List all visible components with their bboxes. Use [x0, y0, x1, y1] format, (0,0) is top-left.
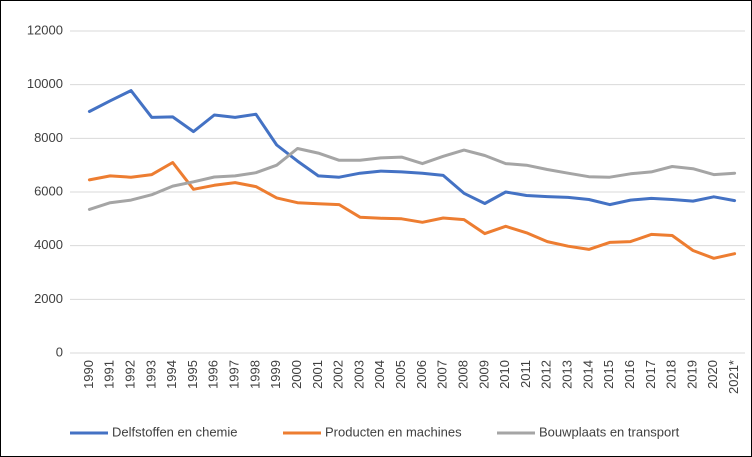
series-line: [87, 89, 737, 207]
y-tick-label: 8000: [34, 130, 63, 145]
x-tick-label: 1993: [143, 360, 158, 389]
x-tick-label: 2021*: [726, 360, 741, 394]
x-tick-label: 1995: [185, 360, 200, 389]
x-tick-label: 2006: [414, 360, 429, 389]
y-tick-label: 2000: [34, 291, 63, 306]
legend-label: Bouwplaats en transport: [539, 424, 680, 439]
x-tick-label: 1991: [102, 360, 117, 389]
legend-label: Delfstoffen en chemie: [112, 424, 238, 439]
x-tick-label: 1992: [122, 360, 137, 389]
x-tick-label: 2015: [601, 360, 616, 389]
x-tick-label: 1996: [206, 360, 221, 389]
x-tick-label: 2005: [393, 360, 408, 389]
x-tick-label: 2003: [351, 360, 366, 389]
x-tick-label: 2018: [664, 360, 679, 389]
x-tick-label: 2017: [643, 360, 658, 389]
x-tick-label: 2011: [518, 360, 533, 388]
x-tick-label: 1997: [227, 360, 242, 389]
x-tick-label: 1999: [268, 360, 283, 389]
x-tick-label: 2004: [372, 360, 387, 389]
y-tick-label: 12000: [27, 22, 63, 37]
x-tick-label: 2001: [310, 360, 325, 389]
y-tick-label: 0: [56, 344, 63, 359]
legend-label: Producten en machines: [325, 424, 462, 439]
x-tick-label: 2002: [331, 360, 346, 389]
x-tick-label: 2016: [622, 360, 637, 389]
x-tick-label: 2019: [684, 360, 699, 389]
x-tick-label: 1990: [81, 360, 96, 389]
x-tick-label: 1998: [247, 360, 262, 389]
series-line: [87, 147, 737, 211]
x-tick-label: 2014: [580, 360, 595, 389]
y-tick-label: 6000: [34, 183, 63, 198]
x-tick-label: 2008: [455, 360, 470, 389]
series-line: [87, 161, 737, 260]
x-tick-label: 2020: [705, 360, 720, 389]
x-tick-label: 2000: [289, 360, 304, 389]
y-tick-label: 10000: [27, 76, 63, 91]
x-tick-label: 1994: [164, 360, 179, 389]
x-tick-label: 2012: [539, 360, 554, 389]
x-tick-label: 2009: [476, 360, 491, 389]
x-tick-label: 2010: [497, 360, 512, 389]
x-tick-label: 2013: [560, 360, 575, 389]
x-tick-label: 2007: [435, 360, 450, 389]
y-tick-label: 4000: [34, 237, 63, 252]
